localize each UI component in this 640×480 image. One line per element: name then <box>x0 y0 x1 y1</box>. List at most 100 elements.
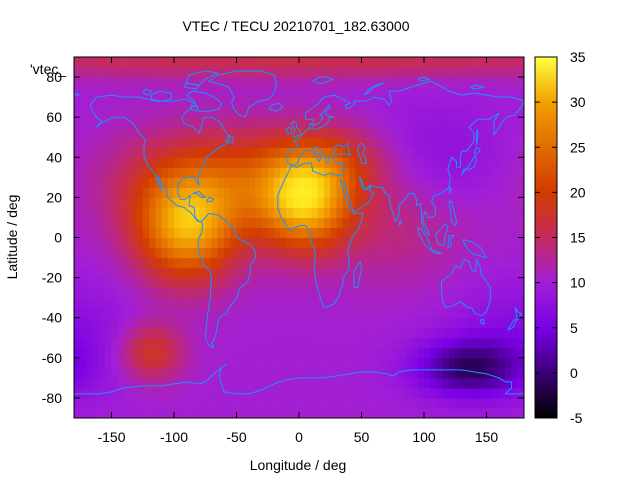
heatmap-cell <box>86 287 94 299</box>
heatmap-cell <box>86 177 94 188</box>
heatmap-cell <box>305 367 313 379</box>
coastline-greenland <box>208 70 277 118</box>
heatmap-cell <box>511 397 519 409</box>
heatmap-cell <box>174 197 181 209</box>
heatmap-cell <box>149 197 156 209</box>
heatmap-cell <box>330 287 338 299</box>
heatmap-cell <box>480 87 488 98</box>
heatmap-cell <box>305 337 313 349</box>
heatmap-cell <box>142 107 150 118</box>
heatmap-cell <box>280 167 288 178</box>
heatmap-cell <box>486 67 494 78</box>
heatmap-cell <box>474 337 481 349</box>
heatmap-cell <box>449 407 456 418</box>
heatmap-cell <box>261 247 269 259</box>
heatmap-cell <box>180 337 188 349</box>
heatmap-cell <box>505 327 513 339</box>
heatmap-cell <box>236 257 244 269</box>
heatmap-cell <box>192 397 200 409</box>
heatmap-cell <box>86 367 94 379</box>
heatmap-cell <box>349 307 356 319</box>
heatmap-cell <box>474 187 481 198</box>
heatmap-cell <box>192 167 200 178</box>
heatmap-cell <box>349 317 356 329</box>
heatmap-cell <box>417 107 425 118</box>
heatmap-cell <box>111 107 119 118</box>
heatmap-cell <box>486 367 494 379</box>
heatmap-cell <box>386 407 394 418</box>
heatmap-cell <box>130 237 138 249</box>
heatmap-cell <box>299 77 306 88</box>
heatmap-cell <box>105 187 113 198</box>
heatmap-cell <box>111 157 119 168</box>
heatmap-cell <box>255 357 263 369</box>
heatmap-cell <box>180 407 188 418</box>
heatmap-cell <box>299 157 306 168</box>
heatmap-cell <box>330 87 338 98</box>
heatmap-cell <box>199 157 206 168</box>
heatmap-cell <box>467 87 475 98</box>
heatmap-cell <box>355 267 363 279</box>
heatmap-cell <box>411 367 419 379</box>
heatmap-cell <box>211 117 219 128</box>
heatmap-cell <box>380 87 388 98</box>
heatmap-cell <box>186 57 194 68</box>
heatmap-cell <box>474 157 481 168</box>
heatmap-cell <box>374 207 381 219</box>
heatmap-cell <box>130 397 138 409</box>
heatmap-cell <box>367 397 375 409</box>
heatmap-cell <box>255 137 263 148</box>
heatmap-cell <box>474 347 481 359</box>
heatmap-cell <box>149 297 156 309</box>
heatmap-cell <box>405 217 413 229</box>
heatmap-cell <box>330 307 338 319</box>
heatmap-cell <box>455 277 463 289</box>
heatmap-cell <box>130 137 138 148</box>
heatmap-cell <box>124 217 131 229</box>
heatmap-cell <box>417 137 425 148</box>
heatmap-cell <box>417 267 425 279</box>
heatmap-cell <box>355 247 363 259</box>
heatmap-cell <box>330 387 338 399</box>
heatmap-cell <box>249 267 256 279</box>
heatmap-cell <box>392 107 400 118</box>
heatmap-cell <box>511 87 519 98</box>
heatmap-cell <box>86 97 94 108</box>
heatmap-cell <box>305 87 313 98</box>
heatmap-cell <box>424 287 431 299</box>
heatmap-cell <box>230 287 238 299</box>
heatmap-cell <box>124 257 131 269</box>
heatmap-cell <box>255 257 263 269</box>
heatmap-cell <box>324 127 331 138</box>
heatmap-cell <box>86 267 94 279</box>
heatmap-cell <box>499 227 506 239</box>
heatmap-cell <box>130 377 138 389</box>
heatmap-cell <box>117 197 125 209</box>
heatmap-cell <box>305 317 313 329</box>
heatmap-cell <box>167 407 175 418</box>
heatmap-cell <box>499 327 506 339</box>
heatmap-cell <box>511 107 519 118</box>
heatmap-cell <box>436 357 444 369</box>
heatmap-cell <box>92 257 100 269</box>
heatmap-cell <box>249 107 256 118</box>
heatmap-cell <box>99 247 106 259</box>
heatmap-cell <box>224 227 231 239</box>
heatmap-cell <box>249 357 256 369</box>
heatmap-cell <box>161 197 169 209</box>
heatmap-cell <box>367 197 375 209</box>
heatmap-cell <box>367 127 375 138</box>
heatmap-cell <box>167 227 175 239</box>
coastline-ireland <box>286 126 292 134</box>
heatmap-cell <box>499 387 506 399</box>
heatmap-cell <box>355 87 363 98</box>
heatmap-cell <box>317 227 325 239</box>
heatmap-cell <box>174 247 181 259</box>
heatmap-cell <box>192 277 200 289</box>
heatmap-cell <box>474 397 481 409</box>
heatmap-cell <box>342 157 350 168</box>
heatmap-cell <box>124 267 131 279</box>
heatmap-cell <box>292 127 300 138</box>
heatmap-cell <box>324 377 331 389</box>
heatmap-cell <box>361 297 369 309</box>
